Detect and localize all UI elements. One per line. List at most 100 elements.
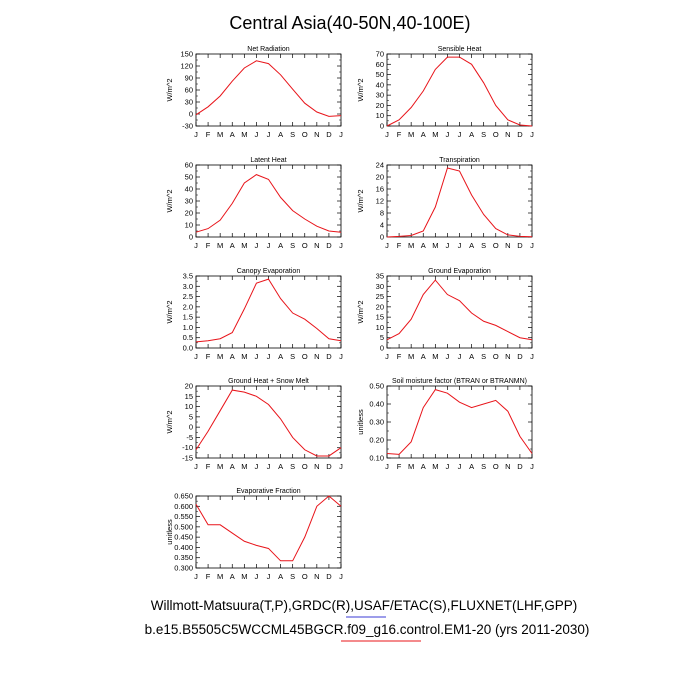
y-tick-label: 60 <box>185 161 193 170</box>
y-tick-label: 1.5 <box>183 313 193 322</box>
y-tick-label: 0.350 <box>174 553 193 562</box>
x-tick-label: A <box>469 352 474 361</box>
y-tick-label: 4 <box>380 221 384 230</box>
x-tick-label: J <box>458 462 462 471</box>
x-tick-label: O <box>302 352 308 361</box>
x-tick-label: M <box>241 241 247 250</box>
x-tick-label: D <box>326 462 332 471</box>
y-tick-label: 0 <box>189 423 193 432</box>
x-tick-label: J <box>194 352 198 361</box>
y-tick-label: 10 <box>376 323 384 332</box>
x-tick-label: D <box>517 241 523 250</box>
y-tick-label: 2.5 <box>183 292 193 301</box>
y-tick-label: 12 <box>376 197 384 206</box>
x-tick-label: J <box>385 462 389 471</box>
panel-title: Transpiration <box>439 157 480 164</box>
y-tick-label: -15 <box>182 454 193 463</box>
series-line <box>195 389 342 457</box>
y-axis-label: W/m^2 <box>165 78 174 101</box>
y-tick-label: 20 <box>376 302 384 311</box>
x-tick-label: J <box>267 130 271 139</box>
series-line <box>386 389 533 455</box>
x-tick-label: M <box>408 352 414 361</box>
plot-frame <box>195 164 342 238</box>
x-tick-label: S <box>481 130 486 139</box>
x-tick-label: J <box>385 130 389 139</box>
y-axis-label: unitless <box>356 409 365 435</box>
x-tick-label: J <box>255 572 259 581</box>
x-tick-label: J <box>458 352 462 361</box>
y-tick-label: 16 <box>376 185 384 194</box>
plot-frame <box>195 275 342 349</box>
footer-line-1: Willmott-Matsuura(T,P),GRDC(R),USAF/ETAC… <box>151 598 578 613</box>
x-tick-label: D <box>326 241 332 250</box>
y-tick-label: 70 <box>376 50 384 59</box>
y-axis-label: W/m^2 <box>165 410 174 433</box>
x-tick-label: M <box>432 352 438 361</box>
x-tick-label: J <box>255 462 259 471</box>
x-tick-label: A <box>421 130 426 139</box>
x-tick-label: J <box>267 352 271 361</box>
chart-panel: Soil moisture factor (BTRAN or BTRANMN) 0… <box>356 378 534 471</box>
y-tick-label: 20 <box>185 382 193 391</box>
x-tick-label: F <box>206 130 211 139</box>
x-tick-label: F <box>206 572 211 581</box>
y-tick-label: 90 <box>185 74 193 83</box>
x-tick-label: J <box>339 352 343 361</box>
y-tick-label: 0 <box>380 122 384 131</box>
y-tick-label: 30 <box>376 282 384 291</box>
x-tick-label: J <box>255 130 259 139</box>
footer-line-2: b.e15.B5505C5WCCML45BGCR.f09_g16.control… <box>145 622 590 637</box>
x-tick-label: J <box>194 462 198 471</box>
y-tick-label: 0 <box>380 344 384 353</box>
x-tick-label: A <box>278 130 283 139</box>
x-tick-label: F <box>206 241 211 250</box>
y-axis-label: W/m^2 <box>356 300 365 323</box>
plot-frame <box>386 275 533 349</box>
x-tick-label: J <box>194 572 198 581</box>
series-line <box>195 278 342 343</box>
x-tick-label: A <box>469 241 474 250</box>
x-tick-label: J <box>339 462 343 471</box>
x-tick-label: F <box>397 130 402 139</box>
y-tick-label: 0.550 <box>174 512 193 521</box>
x-tick-label: S <box>290 462 295 471</box>
y-tick-label: 15 <box>376 313 384 322</box>
panel-title: Canopy Evaporation <box>237 268 301 275</box>
y-tick-label: 0.10 <box>369 454 384 463</box>
x-tick-label: N <box>314 462 319 471</box>
chart-panel: Canopy Evaporation 3.53.02.52.0 1.51.00.5 0… <box>165 268 343 361</box>
y-axis-label: W/m^2 <box>165 300 174 323</box>
figure-title: Central Asia(40-50N,40-100E) <box>229 13 470 33</box>
x-tick-label: A <box>230 352 235 361</box>
plot-frame <box>195 53 342 127</box>
y-tick-label: 0.450 <box>174 533 193 542</box>
y-tick-label: 30 <box>185 98 193 107</box>
x-tick-label: M <box>241 352 247 361</box>
x-tick-label: M <box>408 130 414 139</box>
x-tick-label: A <box>278 352 283 361</box>
y-tick-label: 50 <box>185 173 193 182</box>
y-tick-label: 150 <box>180 50 193 59</box>
series-line <box>386 167 533 238</box>
x-tick-label: S <box>481 462 486 471</box>
x-tick-label: J <box>530 352 534 361</box>
y-tick-label: 0 <box>189 110 193 119</box>
y-tick-label: 20 <box>185 209 193 218</box>
x-tick-label: J <box>458 241 462 250</box>
y-tick-label: 25 <box>376 292 384 301</box>
x-tick-label: J <box>385 241 389 250</box>
y-tick-label: 50 <box>376 70 384 79</box>
y-tick-label: 24 <box>376 161 384 170</box>
x-tick-label: J <box>446 130 450 139</box>
x-tick-label: S <box>290 352 295 361</box>
y-tick-label: 5 <box>189 412 193 421</box>
series-line <box>195 60 342 117</box>
x-tick-label: O <box>493 241 499 250</box>
x-tick-label: J <box>267 241 271 250</box>
chart-panel: Ground Heat + Snow Melt20151050-5-10-15J… <box>165 378 343 471</box>
